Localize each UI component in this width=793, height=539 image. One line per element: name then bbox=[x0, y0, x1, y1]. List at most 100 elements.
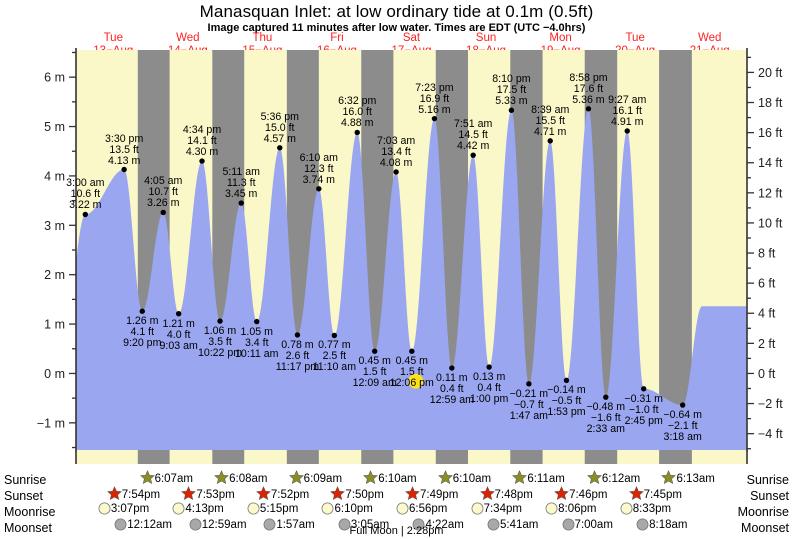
left-axis-tick-label: 2 m bbox=[44, 268, 65, 282]
low-tide-marker bbox=[486, 364, 492, 370]
annotation-line: −0.14 m bbox=[547, 384, 586, 397]
annotation-line: 4.88 m bbox=[341, 117, 374, 130]
annotation-line: 7:23 pm bbox=[415, 81, 454, 94]
annotation-line: −0.7 ft bbox=[513, 398, 544, 411]
sunset-event-8: 7:45pm bbox=[628, 486, 682, 501]
moonrise-event-1: 3:07pm bbox=[98, 502, 149, 515]
high-tide-marker bbox=[82, 211, 89, 218]
star-icon bbox=[512, 470, 528, 485]
annotation-line: 14.1 ft bbox=[187, 135, 217, 148]
moonrise-event-7: 8:06pm bbox=[545, 502, 597, 515]
annotation-line: 8:10 pm bbox=[492, 73, 531, 86]
annotation-line: 3.74 m bbox=[302, 173, 335, 186]
annotation-line: 10.6 ft bbox=[70, 188, 101, 201]
high-tide-annotation: 7:23 pm 16.9 ft 5.16 m bbox=[389, 81, 479, 116]
annotation-line: −1.6 ft bbox=[590, 412, 621, 425]
star-icon bbox=[288, 470, 304, 485]
sunset-event-time: 7:50pm bbox=[345, 489, 384, 501]
star-icon bbox=[405, 486, 420, 501]
moonrise-event-time: 8:33pm bbox=[632, 503, 672, 515]
annotation-line: 0.11 m bbox=[436, 372, 468, 385]
annotation-line: 3:30 pm bbox=[105, 132, 144, 145]
low-tide-annotation: 1.21 m 4.0 ft 9:03 am bbox=[134, 318, 224, 352]
right-axis-tick-label: 2 ft bbox=[758, 337, 776, 351]
annotation-line: 2.6 ft bbox=[285, 349, 310, 362]
low-tide-marker bbox=[641, 386, 647, 392]
moonset-event-2: 12:59am bbox=[189, 518, 247, 531]
annotation-line: 11:17 pm bbox=[275, 360, 320, 373]
star-icon bbox=[255, 486, 271, 501]
sunrise-event-2: 6:08am bbox=[214, 470, 267, 485]
star-icon bbox=[330, 486, 346, 501]
moon-disc-icon bbox=[396, 502, 409, 515]
moon-disc-icon bbox=[247, 502, 260, 515]
moon-disc-icon bbox=[487, 518, 500, 531]
annotation-line: 16.1 ft bbox=[612, 104, 642, 117]
sunset-event-3: 7:52pm bbox=[255, 486, 310, 501]
moonset-event-8: 8:18am bbox=[636, 518, 687, 531]
moonset-event-5: 4:22am bbox=[412, 518, 464, 531]
high-tide-marker bbox=[121, 166, 127, 173]
annotation-line: 16.9 ft bbox=[419, 92, 450, 105]
annotation-line: 17.5 ft bbox=[496, 84, 527, 97]
sunset-event-time: 7:54pm bbox=[121, 489, 161, 501]
moonrise-event-2: 4:13pm bbox=[172, 502, 224, 515]
annotation-line: 4.1 ft bbox=[130, 326, 155, 339]
moon-disc-icon bbox=[471, 502, 484, 515]
annotation-line: 16.0 ft bbox=[342, 106, 372, 119]
low-tide-annotation: −0.21 m −0.7 ft 1:47 am bbox=[484, 388, 574, 422]
annotation-line: 15.0 ft bbox=[265, 121, 295, 134]
annotation-line: −0.5 ft bbox=[551, 395, 582, 408]
day-weekday: Tue bbox=[625, 32, 645, 44]
low-tide-annotation: 0.11 m 0.4 ft 12:59 am bbox=[407, 373, 497, 406]
high-tide-marker bbox=[238, 200, 244, 206]
annotation-line: 1.5 ft bbox=[362, 366, 387, 379]
star-icon bbox=[661, 470, 677, 485]
day-weekday: Mon bbox=[549, 32, 572, 44]
day-weekday: Sun bbox=[475, 32, 497, 44]
annotation-line: 0.4 ft bbox=[477, 382, 501, 395]
moon-disc-icon bbox=[545, 502, 558, 515]
moonset-event-time: 12:12am bbox=[127, 519, 172, 531]
low-tide-annotation: 1.06 m 3.5 ft 10:22 pm bbox=[175, 326, 265, 359]
sunrise-event-7: 6:12am bbox=[587, 470, 640, 485]
annotation-line: 5.16 m bbox=[418, 103, 451, 116]
row-label-sunset-right: Sunset bbox=[750, 489, 789, 503]
left-axis-tick-label: 1 m bbox=[44, 318, 65, 332]
night-band bbox=[659, 50, 692, 450]
annotation-line: 10:11 am bbox=[235, 347, 279, 360]
annotation-line: 1:47 am bbox=[509, 409, 548, 422]
high-tide-marker bbox=[277, 145, 283, 151]
sunset-event-4: 7:50pm bbox=[330, 486, 384, 501]
annotation-line: 0.4 ft bbox=[440, 383, 464, 396]
annotation-line: 15.5 ft bbox=[535, 114, 565, 127]
sunrise-event-time: 6:10am bbox=[378, 473, 417, 485]
annotation-line: 17.6 ft bbox=[573, 82, 604, 95]
moonrise-event-time: 6:56pm bbox=[409, 503, 448, 515]
high-tide-annotation: 7:51 am 14.5 ft 4.42 m bbox=[428, 119, 518, 152]
sunset-event-6: 7:48pm bbox=[479, 486, 533, 501]
low-tide-marker bbox=[409, 348, 415, 354]
row-label-moonset-left: Moonset bbox=[4, 521, 52, 535]
sunrise-event-3: 6:09am bbox=[288, 470, 342, 485]
annotation-line: 9:20 pm bbox=[123, 337, 162, 350]
moonrise-event-time: 7:34pm bbox=[483, 503, 522, 515]
annotation-line: −0.31 m bbox=[624, 392, 663, 405]
high-tide-annotation: 5:36 pm 15.0 ft 4.57 m bbox=[235, 111, 325, 145]
moon-disc-icon bbox=[338, 518, 351, 531]
moonset-event-time: 3:05am bbox=[350, 519, 390, 531]
day-weekday: Wed bbox=[697, 32, 722, 44]
sunrise-event-1: 6:07am bbox=[139, 470, 193, 485]
moonrise-event-4: 6:10pm bbox=[321, 502, 373, 515]
tide-curve-area bbox=[76, 108, 747, 450]
sunrise-event-time: 6:12am bbox=[601, 473, 641, 485]
sunset-event-time: 7:52pm bbox=[270, 489, 310, 501]
annotation-line: 2:45 pm bbox=[624, 414, 663, 427]
moonset-event-time: 8:18am bbox=[649, 519, 688, 531]
star-icon bbox=[181, 486, 197, 501]
sunrise-event-time: 6:08am bbox=[229, 473, 268, 485]
right-axis-tick-label: 6 ft bbox=[758, 277, 776, 291]
moon-disc-icon bbox=[114, 518, 127, 531]
annotation-line: 1.26 m bbox=[126, 315, 159, 328]
low-tide-annotation: −0.64 m −2.1 ft 3:18 am bbox=[638, 410, 728, 443]
